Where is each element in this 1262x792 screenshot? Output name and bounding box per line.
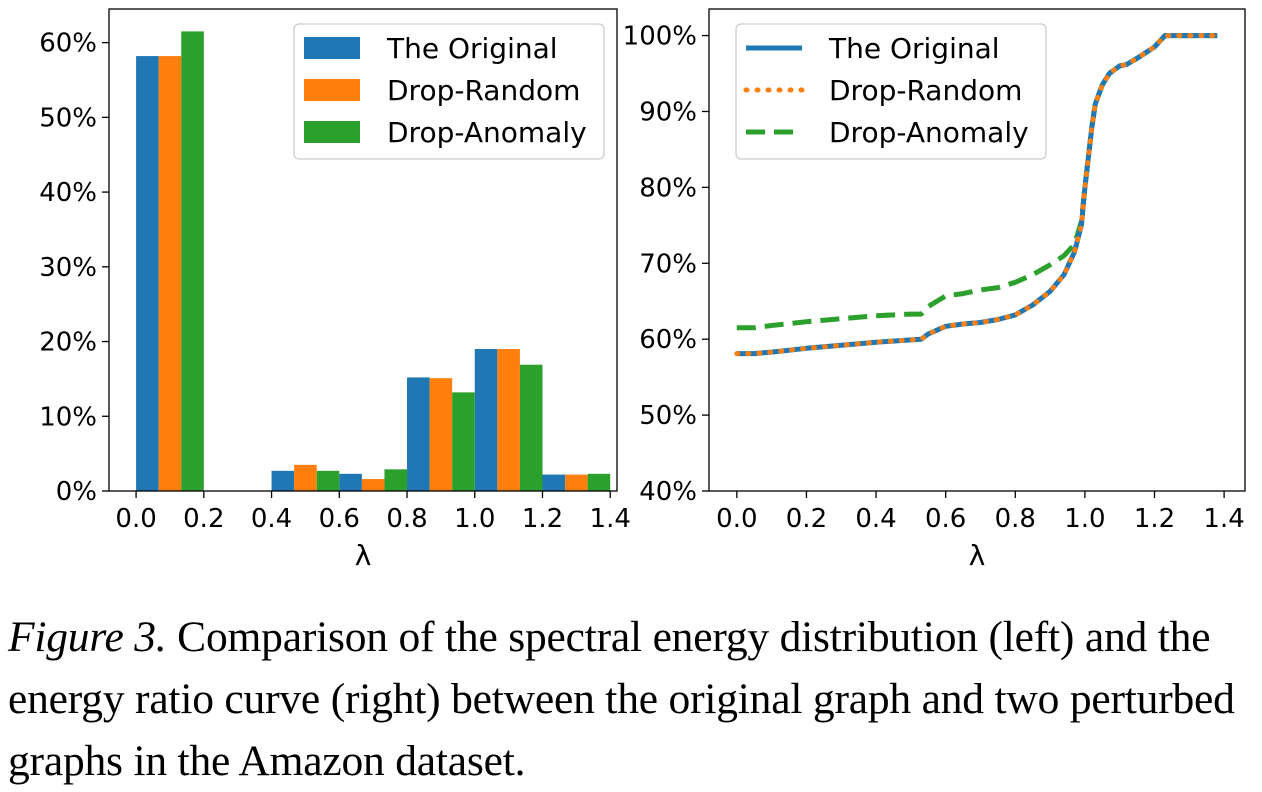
x-tick-label: 0.4 bbox=[855, 504, 896, 534]
bar-drop-random bbox=[429, 378, 453, 491]
x-tick-label: 0.0 bbox=[716, 504, 757, 534]
x-axis-label: λ bbox=[969, 539, 986, 572]
figure-caption: Figure 3. Comparison of the spectral ene… bbox=[8, 606, 1258, 792]
right-chart: 0.0 0.2 0.4 0.6 0.8 1.0 1.2 1.4 40% 50% 60% 70% 80% 9… bbox=[623, 8, 1246, 572]
line-drop-random bbox=[734, 33, 1220, 357]
x-tick-label: 0.4 bbox=[251, 504, 292, 534]
y-tick-label: 80% bbox=[639, 173, 697, 203]
charts-area: 0.0 0.2 0.4 0.6 0.8 1.0 1.2 1.4 0% 10% 20% 30% 40% 50… bbox=[39, 8, 1246, 572]
x-tick-label: 0.6 bbox=[925, 504, 966, 534]
y-tick-label: 30% bbox=[39, 253, 97, 283]
x-tick-label: 1.4 bbox=[1203, 504, 1244, 534]
y-tick-label: 0% bbox=[56, 477, 97, 507]
bar-drop-random bbox=[361, 479, 385, 491]
left-axes-frame bbox=[108, 8, 618, 492]
y-tick-label: 10% bbox=[39, 402, 97, 432]
bar-drop-anomaly bbox=[587, 473, 611, 491]
bar-drop-random bbox=[565, 474, 588, 491]
legend-label: Drop-Anomaly bbox=[387, 116, 587, 149]
x-tick-label: 1.4 bbox=[590, 504, 631, 534]
legend-label: The Original bbox=[386, 32, 558, 65]
bar-the-original bbox=[339, 473, 362, 491]
legend-swatch bbox=[304, 121, 360, 143]
bar-drop-anomaly bbox=[519, 364, 543, 491]
bar-drop-anomaly bbox=[384, 469, 408, 491]
right-legend: The Original Drop-Random Drop-Anomaly bbox=[735, 23, 1047, 160]
right-axes-frame bbox=[708, 8, 1246, 492]
y-tick-label: 90% bbox=[639, 97, 697, 127]
legend-label: Drop-Anomaly bbox=[829, 116, 1029, 149]
left-chart: 0.0 0.2 0.4 0.6 0.8 1.0 1.2 1.4 0% 10% 20% 30% 40% 50… bbox=[39, 8, 631, 572]
y-tick-label: 60% bbox=[639, 325, 697, 355]
y-tick-label: 100% bbox=[623, 22, 697, 52]
x-tick-label: 0.0 bbox=[115, 504, 156, 534]
bar-the-original bbox=[136, 56, 159, 491]
legend-swatch bbox=[304, 79, 360, 101]
legend-label: Drop-Random bbox=[387, 74, 580, 107]
x-axis-label: λ bbox=[355, 539, 372, 572]
y-tick-label: 70% bbox=[639, 249, 697, 279]
bar-the-original bbox=[542, 474, 566, 491]
y-tick-label: 20% bbox=[39, 328, 97, 358]
x-tick-label: 0.2 bbox=[183, 504, 224, 534]
legend-swatch bbox=[304, 37, 360, 59]
y-tick-label: 40% bbox=[639, 477, 697, 507]
bar-drop-anomaly bbox=[316, 470, 340, 491]
y-tick-label: 40% bbox=[39, 178, 97, 208]
bar-drop-anomaly bbox=[181, 31, 204, 491]
bar-drop-random bbox=[294, 464, 317, 491]
caption-text: Comparison of the spectral energy distri… bbox=[8, 613, 1235, 785]
x-tick-label: 0.8 bbox=[995, 504, 1036, 534]
bar-drop-random bbox=[158, 56, 182, 491]
x-tick-label: 1.2 bbox=[522, 504, 563, 534]
x-tick-label: 0.8 bbox=[386, 504, 427, 534]
line-drop-anomaly bbox=[736, 33, 1218, 331]
x-tick-label: 0.6 bbox=[319, 504, 360, 534]
bar-drop-anomaly bbox=[452, 392, 475, 491]
x-tick-label: 1.2 bbox=[1134, 504, 1175, 534]
legend-frame bbox=[735, 23, 1047, 160]
y-tick-label: 50% bbox=[639, 401, 697, 431]
x-tick-label: 1.0 bbox=[454, 504, 495, 534]
bar-the-original bbox=[474, 349, 498, 491]
x-tick-label: 1.0 bbox=[1064, 504, 1105, 534]
legend-label: Drop-Random bbox=[829, 74, 1022, 107]
y-tick-label: 60% bbox=[39, 29, 97, 59]
bar-the-original bbox=[271, 470, 295, 491]
bar-the-original bbox=[407, 377, 430, 491]
legend-label: The Original bbox=[828, 32, 1000, 65]
caption-label: Figure 3. bbox=[8, 613, 167, 661]
x-tick-label: 0.2 bbox=[786, 504, 827, 534]
bar-drop-random bbox=[497, 349, 520, 491]
left-legend: The Original Drop-Random Drop-Anomaly bbox=[293, 23, 605, 160]
y-tick-label: 50% bbox=[39, 103, 97, 133]
legend-frame bbox=[293, 23, 605, 160]
